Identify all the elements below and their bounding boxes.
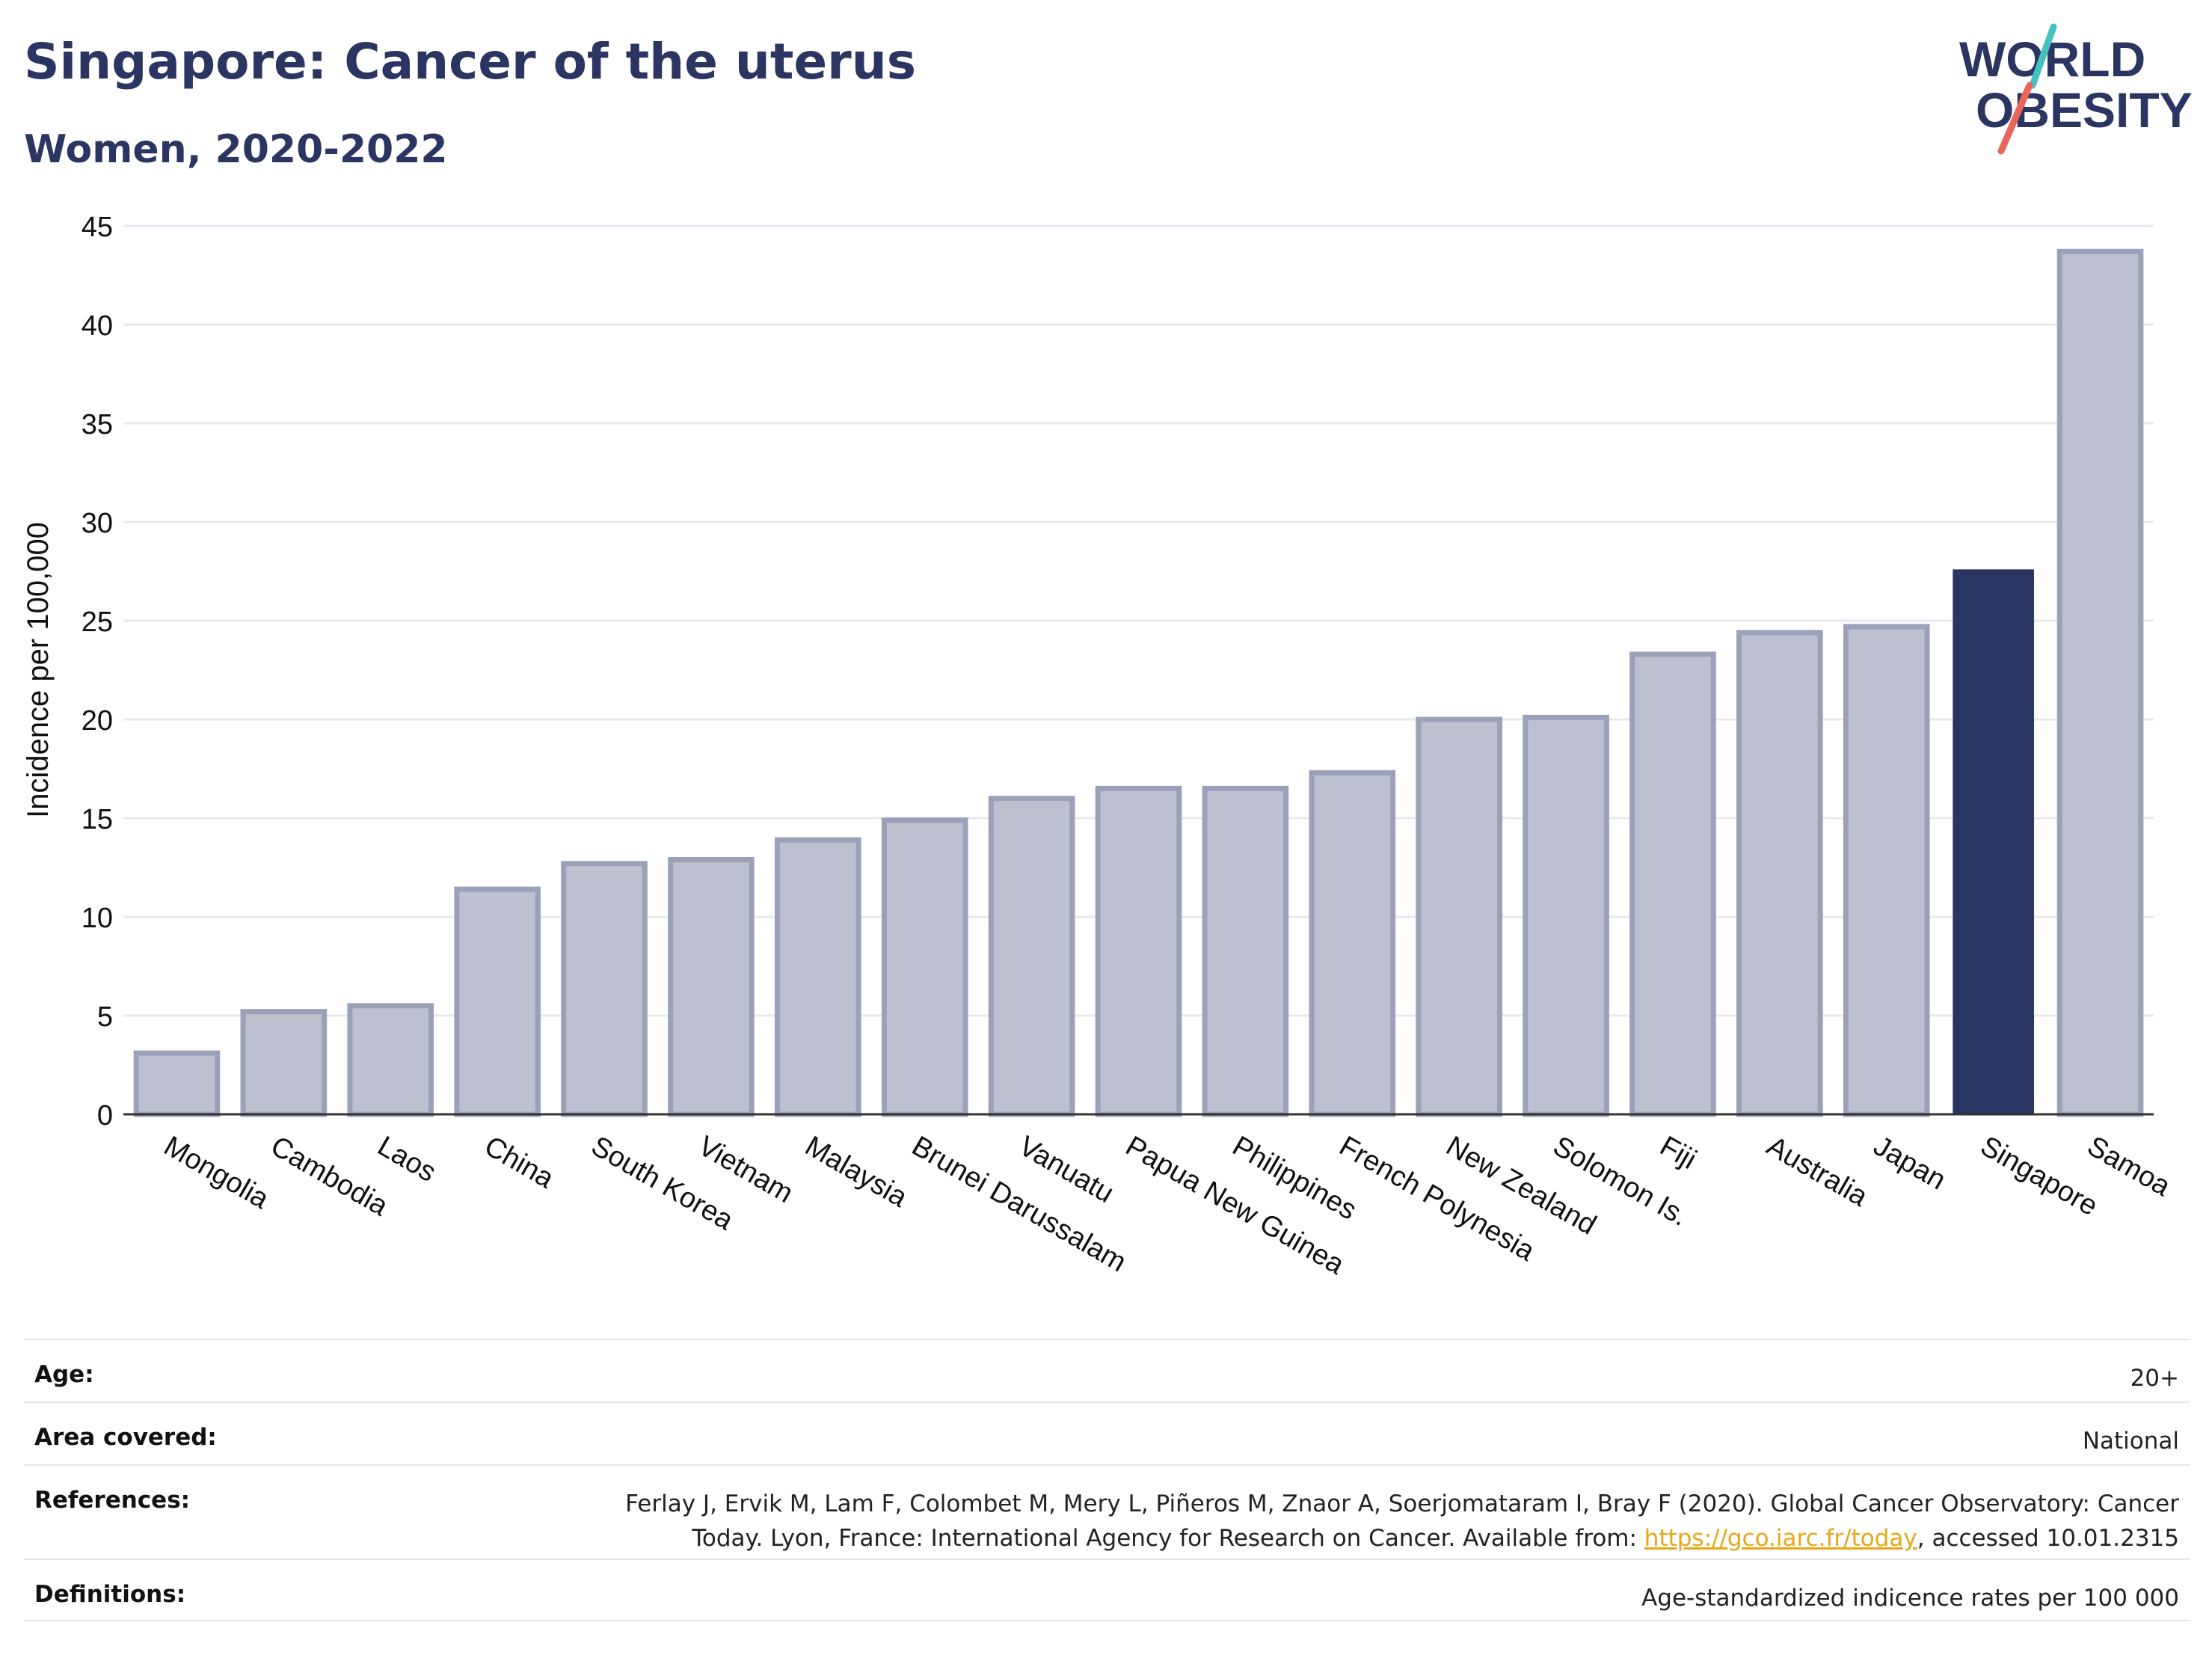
info-table: Age: 20+ Area covered: National Referenc… (24, 1339, 2190, 1621)
y-tick-label: 45 (82, 212, 113, 243)
bar-new-zealand (1416, 716, 1502, 1117)
logo-slash-teal (2029, 23, 2057, 89)
bar-cambodia (240, 1009, 328, 1117)
x-tick-label: Singapore (1975, 1130, 2103, 1222)
bar-samoa (2056, 248, 2144, 1117)
references-link[interactable]: https://gco.iarc.fr/today (1644, 1525, 1917, 1552)
bar-vietnam (668, 856, 755, 1117)
y-tick-label: 5 (97, 1001, 113, 1033)
y-tick-label: 10 (82, 903, 113, 934)
bar-laos (347, 1003, 434, 1117)
x-tick-label: Fiji (1654, 1130, 1701, 1176)
bar-mongolia (133, 1050, 221, 1117)
y-tick-label: 25 (82, 607, 113, 638)
y-axis-ticks: 0 5 10 15 20 25 30 35 40 45 (82, 212, 113, 1132)
bar-singapore (1953, 569, 2034, 1114)
area-label: Area covered: (34, 1424, 217, 1451)
y-tick-label: 30 (82, 508, 113, 539)
logo-text-world: WORLD (1959, 31, 2145, 87)
area-value: National (2082, 1428, 2179, 1455)
x-tick-label: Australia (1761, 1130, 1873, 1213)
x-tick-label: Mongolia (159, 1130, 274, 1215)
references-label: References: (34, 1487, 191, 1514)
bar-philippines (1202, 785, 1289, 1117)
x-tick-label: Malaysia (799, 1130, 913, 1214)
age-label: Age: (34, 1361, 94, 1388)
info-row-references: References: Ferlay J, Ervik M, Lam F, Co… (24, 1464, 2190, 1559)
x-tick-label: China (479, 1130, 560, 1194)
y-axis-label: Incidence per 100,000 (22, 522, 55, 818)
bar-brunei-darussalam (881, 817, 968, 1117)
y-tick-label: 40 (82, 310, 113, 342)
definitions-value: Age-standardized indicence rates per 100… (1641, 1585, 2179, 1612)
age-value: 20+ (2130, 1365, 2179, 1392)
bar-china (454, 886, 541, 1117)
x-tick-label: Japan (1868, 1130, 1951, 1196)
bar-papua-new-guinea (1095, 785, 1182, 1117)
bar-solomon-is (1523, 714, 1609, 1117)
chart-title: Singapore: Cancer of the uterus (24, 33, 916, 90)
bar-french-polynesia (1309, 770, 1396, 1117)
references-value: Ferlay J, Ervik M, Lam F, Colombet M, Me… (609, 1487, 2179, 1556)
bar-japan (1843, 624, 1930, 1117)
world-obesity-logo: WORLD OBESITY (1959, 23, 2193, 155)
bar-vanuatu (988, 796, 1075, 1117)
logo-slash-coral (1997, 82, 2033, 155)
bar-fiji (1629, 651, 1716, 1117)
bar-australia (1736, 630, 1823, 1117)
y-tick-label: 20 (82, 705, 113, 737)
info-row-age: Age: 20+ (24, 1339, 2190, 1401)
bars (133, 248, 2144, 1117)
chart-subtitle: Women, 2020-2022 (24, 127, 448, 172)
x-tick-label: French Polynesia (1334, 1130, 1540, 1268)
info-row-definitions: Definitions: Age-standardized indicence … (24, 1559, 2190, 1621)
y-tick-label: 0 (97, 1100, 113, 1132)
info-row-area: Area covered: National (24, 1401, 2190, 1464)
references-suffix: , accessed 10.01.2315 (1917, 1525, 2179, 1552)
references-text: Ferlay J, Ervik M, Lam F, Colombet M, Me… (625, 1490, 2179, 1552)
definitions-label: Definitions: (34, 1581, 186, 1608)
bar-south-korea (561, 861, 648, 1117)
bar-malaysia (775, 837, 861, 1117)
x-tick-label: Cambodia (265, 1130, 394, 1222)
y-tick-label: 35 (82, 409, 113, 440)
y-tick-label: 15 (82, 804, 113, 835)
x-tick-label: Laos (372, 1130, 441, 1188)
